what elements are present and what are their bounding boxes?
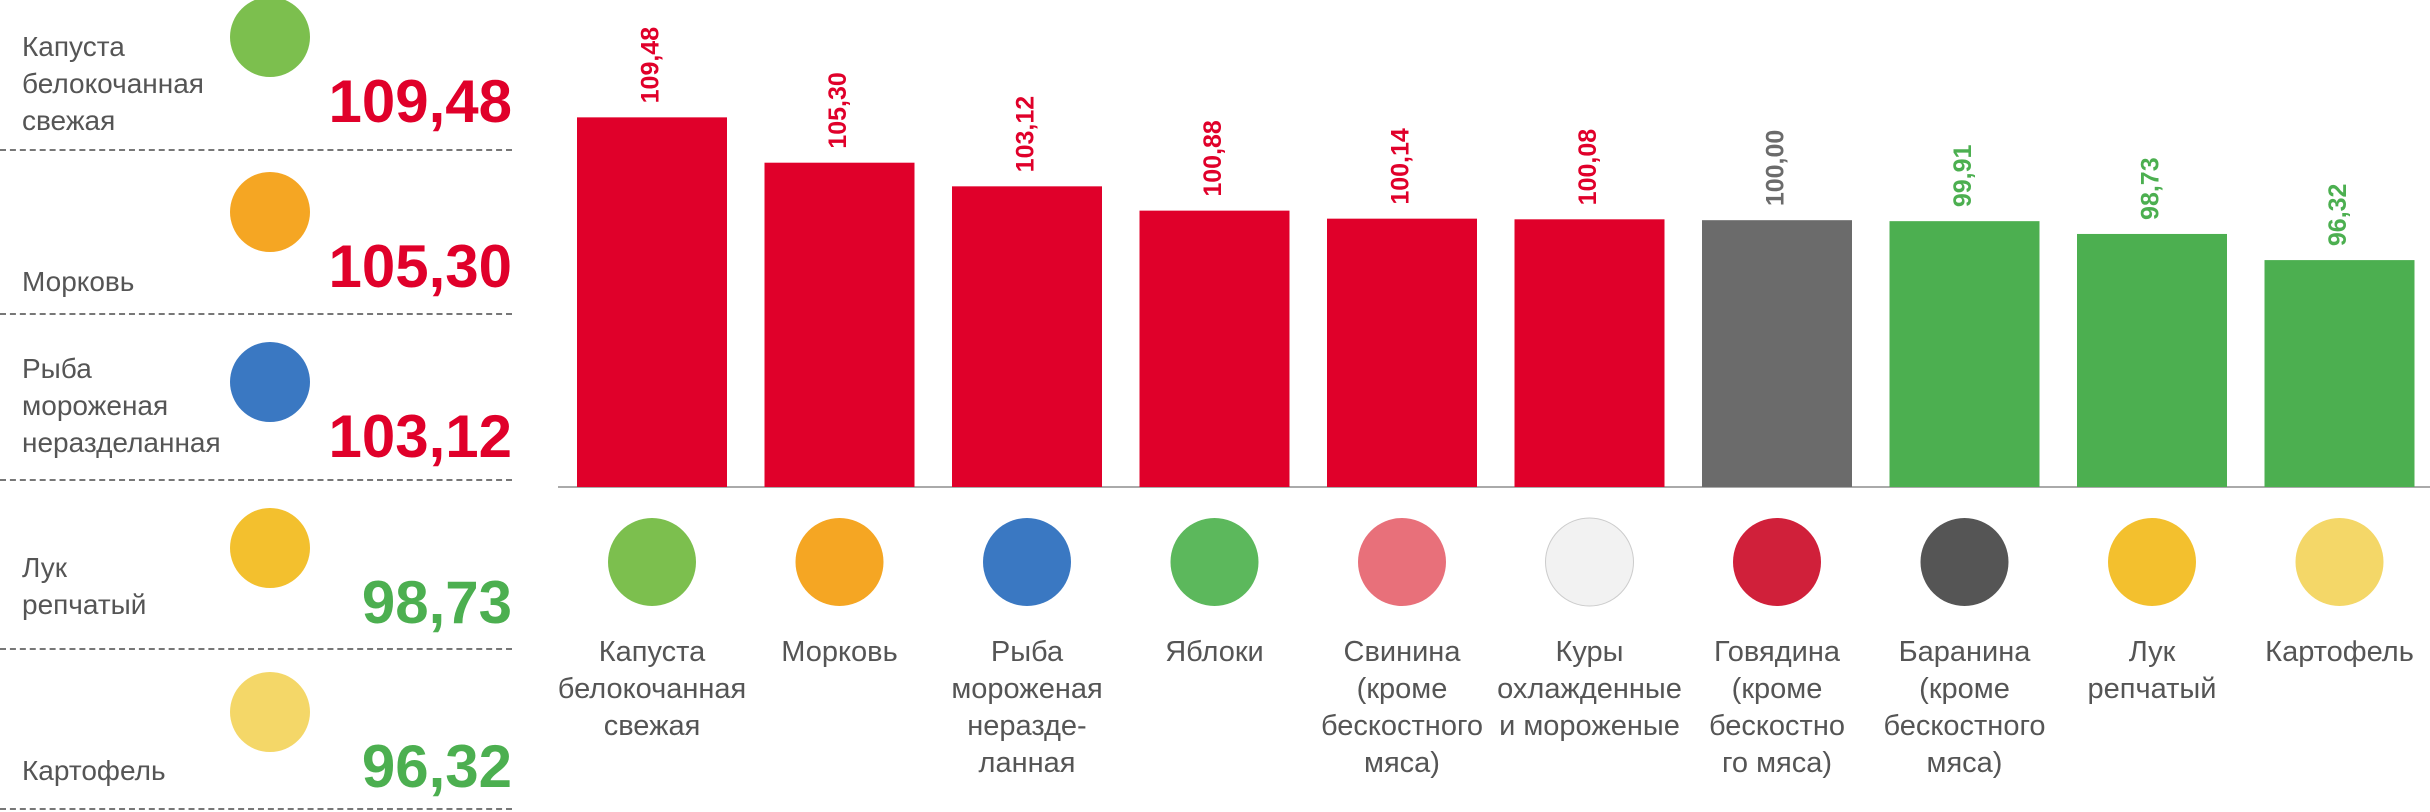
value-label: 100,88: [1199, 120, 1227, 197]
value-label: 98,73: [2137, 157, 2165, 220]
icon: [230, 342, 310, 422]
item-value: 96,32: [361, 733, 512, 800]
item-name: Картофель: [22, 755, 166, 786]
icon: [230, 508, 310, 588]
icon: [1920, 518, 2009, 606]
bar: [1702, 220, 1852, 487]
bar: [1139, 210, 1290, 488]
value-label: 100,08: [1574, 129, 1602, 206]
x-tick-label: Картофель: [2265, 636, 2414, 668]
separator: [0, 808, 512, 810]
value-label: 99,91: [1949, 144, 1977, 207]
separator: [0, 313, 512, 315]
value-label: 105,30: [824, 72, 852, 148]
value-label: 103,12: [1012, 96, 1040, 172]
icon: [1545, 517, 1634, 607]
icon: [1358, 518, 1446, 606]
separator: [0, 149, 512, 151]
item-name: Лук репчатый: [22, 552, 147, 620]
separator: [0, 479, 512, 481]
bar: [1889, 221, 2040, 488]
icon: [795, 518, 884, 606]
item-value: 109,48: [328, 68, 512, 135]
x-tick-label: Морковь: [781, 636, 898, 668]
item-value: 103,12: [328, 403, 512, 470]
icon: [2295, 518, 2384, 606]
icon: [608, 518, 696, 606]
item-value: 98,73: [361, 569, 512, 636]
x-tick-label: Свинина (кроме бескостного мяса): [1320, 636, 1484, 779]
item-value: 105,30: [328, 233, 512, 300]
bar: [1327, 218, 1477, 487]
value-label: 96,32: [2324, 184, 2352, 247]
icon: [230, 0, 310, 77]
bar: [2077, 233, 2227, 487]
bar: [2264, 260, 2415, 487]
bar: [952, 186, 1102, 488]
x-tick-label: Лук репчатый: [2087, 636, 2217, 705]
separator: [0, 648, 512, 650]
item-name: Капуста белокочанная свежая: [22, 31, 204, 136]
icon: [1733, 518, 1821, 606]
icon: [2108, 518, 2196, 606]
x-tick-label: Куры охлажденные и мороженые: [1497, 636, 1682, 742]
x-tick-label: Капуста белокочанная свежая: [557, 636, 747, 742]
x-tick-label: Рыба мороженая неразде- ланная: [951, 636, 1103, 779]
value-label: 100,00: [1762, 130, 1790, 206]
icon: [230, 672, 310, 752]
bar: [577, 117, 727, 487]
icon: [230, 172, 310, 252]
icon: [983, 518, 1071, 606]
item-name: Морковь: [22, 266, 135, 297]
x-tick-label: Баранина (кроме бескостного мяса): [1883, 636, 2046, 779]
bar: [1514, 219, 1665, 488]
x-tick-label: Говядина (кроме бескостно го мяса): [1709, 636, 1845, 779]
icon: [1170, 518, 1259, 606]
item-name: Рыба мороженая неразделанная: [22, 353, 221, 458]
bar: [764, 162, 915, 487]
x-tick-label: Яблоки: [1165, 636, 1264, 668]
value-label: 100,14: [1387, 128, 1415, 205]
value-label: 109,48: [637, 27, 665, 104]
